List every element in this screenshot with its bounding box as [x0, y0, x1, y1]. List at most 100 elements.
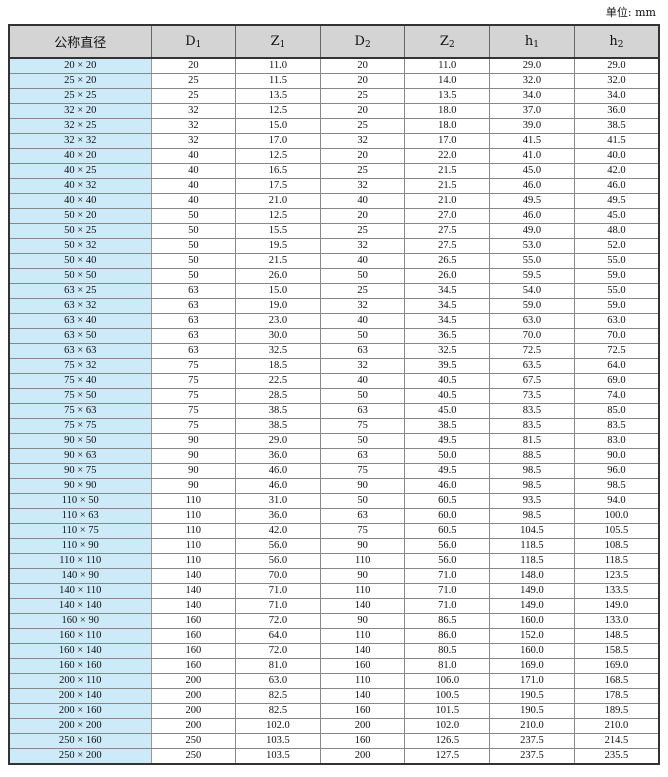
table-cell: 22.0 — [404, 148, 491, 164]
table-cell: 26.0 — [235, 268, 321, 284]
table-cell: 46.0 — [404, 478, 491, 494]
table-cell: 118.5 — [489, 553, 575, 569]
table-cell: 104.5 — [489, 523, 575, 539]
table-cell: 75 — [150, 403, 237, 419]
nominal-size-cell: 200 × 140 — [8, 688, 152, 704]
table-cell: 29.0 — [573, 57, 660, 74]
table-cell: 32 — [150, 118, 237, 134]
table-cell: 14.0 — [404, 73, 491, 89]
table-cell: 171.0 — [489, 673, 575, 689]
table-row: 200 × 200 200 102.0 200 102.0 210.0 210.0 — [8, 718, 660, 734]
table-cell: 17.5 — [235, 178, 321, 194]
table-cell: 32.0 — [573, 73, 660, 89]
table-cell: 27.5 — [404, 223, 491, 239]
table-cell: 63 — [319, 343, 406, 359]
table-cell: 200 — [319, 748, 406, 765]
table-row: 40 × 20 40 12.5 20 22.0 41.0 40.0 — [8, 148, 660, 164]
table-cell: 178.5 — [573, 688, 660, 704]
nominal-size-cell: 32 × 32 — [8, 133, 152, 149]
table-cell: 63 — [150, 313, 237, 329]
table-row: 63 × 32 63 19.0 32 34.5 59.0 59.0 — [8, 298, 660, 314]
table-cell: 20 — [150, 57, 237, 74]
table-cell: 90 — [319, 478, 406, 494]
nominal-size-cell: 140 × 140 — [8, 598, 152, 614]
table-cell: 46.0 — [489, 178, 575, 194]
table-cell: 45.0 — [573, 208, 660, 224]
nominal-size-cell: 160 × 140 — [8, 643, 152, 659]
table-cell: 72.5 — [573, 343, 660, 359]
table-cell: 60.5 — [404, 493, 491, 509]
column-header-label: h — [609, 33, 618, 49]
table-cell: 32.0 — [489, 73, 575, 89]
table-cell: 46.0 — [235, 463, 321, 479]
table-row: 160 × 90 160 72.0 90 86.5 160.0 133.0 — [8, 613, 660, 629]
table-row: 110 × 50 110 31.0 50 60.5 93.5 94.0 — [8, 493, 660, 509]
column-header-label: 公称直径 — [54, 36, 107, 51]
table-cell: 40 — [150, 193, 237, 209]
table-cell: 93.5 — [489, 493, 575, 509]
nominal-size-cell: 50 × 40 — [8, 253, 152, 269]
nominal-size-cell: 90 × 63 — [8, 448, 152, 464]
table-cell: 90 — [150, 448, 237, 464]
table-row: 110 × 75 110 42.0 75 60.5 104.5 105.5 — [8, 523, 660, 539]
table-cell: 52.0 — [573, 238, 660, 254]
table-cell: 160 — [319, 658, 406, 674]
table-cell: 50 — [319, 493, 406, 509]
table-cell: 169.0 — [489, 658, 575, 674]
table-cell: 32 — [319, 178, 406, 194]
table-cell: 21.5 — [235, 253, 321, 269]
table-cell: 28.5 — [235, 388, 321, 404]
table-row: 50 × 32 50 19.5 32 27.5 53.0 52.0 — [8, 238, 660, 254]
table-cell: 19.5 — [235, 238, 321, 254]
table-cell: 64.0 — [573, 358, 660, 374]
table-cell: 40 — [319, 253, 406, 269]
nominal-size-cell: 90 × 50 — [8, 433, 152, 449]
table-cell: 70.0 — [489, 328, 575, 344]
table-cell: 90.0 — [573, 448, 660, 464]
table-row: 110 × 90 110 56.0 90 56.0 118.5 108.5 — [8, 538, 660, 554]
table-cell: 26.0 — [404, 268, 491, 284]
table-row: 63 × 40 63 23.0 40 34.5 63.0 63.0 — [8, 313, 660, 329]
table-cell: 45.0 — [404, 403, 491, 419]
table-cell: 17.0 — [404, 133, 491, 149]
table-cell: 55.0 — [489, 253, 575, 269]
table-cell: 75 — [150, 373, 237, 389]
table-cell: 40.0 — [573, 148, 660, 164]
table-cell: 75 — [150, 418, 237, 434]
table-cell: 126.5 — [404, 733, 491, 749]
table-cell: 25 — [319, 88, 406, 104]
table-cell: 210.0 — [573, 718, 660, 734]
table-cell: 82.5 — [235, 688, 321, 704]
table-cell: 40 — [150, 148, 237, 164]
table-cell: 160 — [150, 643, 237, 659]
nominal-size-cell: 40 × 25 — [8, 163, 152, 179]
table-cell: 160.0 — [489, 613, 575, 629]
table-cell: 86.0 — [404, 628, 491, 644]
table-cell: 148.0 — [489, 568, 575, 584]
column-header: D2 — [319, 24, 406, 59]
nominal-size-cell: 75 × 40 — [8, 373, 152, 389]
table-cell: 103.5 — [235, 733, 321, 749]
table-cell: 18.0 — [404, 118, 491, 134]
table-cell: 75 — [319, 523, 406, 539]
table-cell: 32 — [319, 238, 406, 254]
table-cell: 190.5 — [489, 688, 575, 704]
table-cell: 20 — [319, 57, 406, 74]
table-cell: 56.0 — [404, 553, 491, 569]
table-row: 200 × 110 200 63.0 110 106.0 171.0 168.5 — [8, 673, 660, 689]
table-row: 75 × 32 75 18.5 32 39.5 63.5 64.0 — [8, 358, 660, 374]
table-cell: 69.0 — [573, 373, 660, 389]
table-cell: 38.5 — [573, 118, 660, 134]
table-row: 50 × 50 50 26.0 50 26.0 59.5 59.0 — [8, 268, 660, 284]
table-cell: 81.0 — [235, 658, 321, 674]
column-header: Z1 — [235, 24, 321, 59]
table-cell: 49.5 — [489, 193, 575, 209]
nominal-size-cell: 250 × 200 — [8, 748, 152, 765]
table-row: 75 × 40 75 22.5 40 40.5 67.5 69.0 — [8, 373, 660, 389]
table-cell: 70.0 — [573, 328, 660, 344]
column-header-subscript: 2 — [364, 39, 371, 50]
table-cell: 140 — [150, 568, 237, 584]
table-cell: 12.5 — [235, 148, 321, 164]
table-cell: 29.0 — [489, 57, 575, 74]
table-row: 250 × 200 250 103.5 200 127.5 237.5 235.5 — [8, 748, 660, 765]
